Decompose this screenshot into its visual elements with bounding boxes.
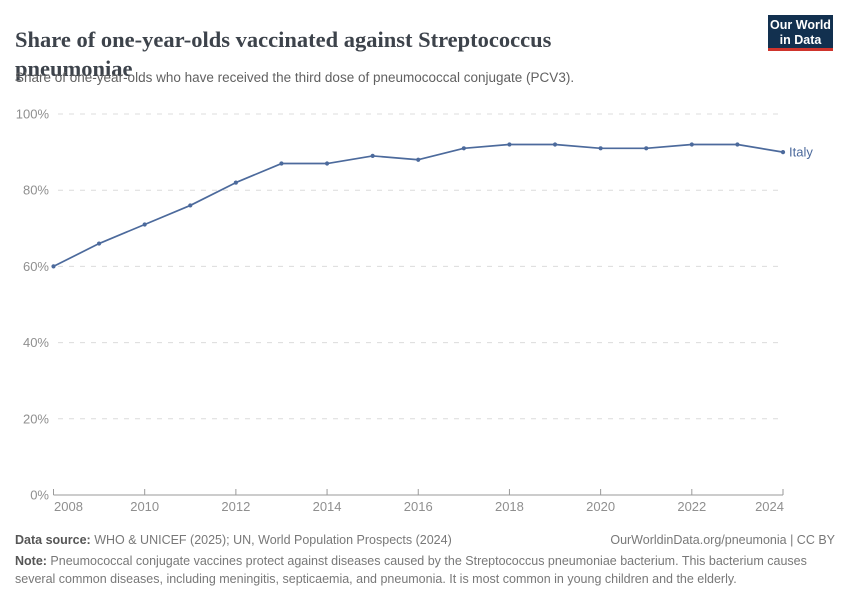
x-tick-label: 2022 <box>677 499 706 514</box>
data-point[interactable] <box>507 142 512 147</box>
data-point[interactable] <box>233 180 238 185</box>
y-tick-label: 80% <box>23 183 49 198</box>
data-point[interactable] <box>552 142 558 147</box>
line-chart: 0% 20% 40% 60% 80% 100% 2008 2010 2012 2014 2016 20… <box>16 107 814 515</box>
data-point[interactable] <box>644 146 649 151</box>
data-point[interactable] <box>735 142 740 147</box>
data-point[interactable] <box>324 161 330 166</box>
owid-logo[interactable]: Our World in Data <box>768 15 833 51</box>
note-value: Pneumococcal conjugate vaccines protect … <box>15 554 807 586</box>
x-tick-label: 2008 <box>54 499 83 514</box>
page-title: Share of one-year-olds vaccinated agains… <box>15 27 552 81</box>
data-point[interactable] <box>142 222 147 227</box>
data-point[interactable] <box>370 153 375 159</box>
y-tick-label: 100% <box>16 107 50 122</box>
series-end-label[interactable]: Italy <box>789 145 813 160</box>
data-point[interactable] <box>461 146 466 151</box>
y-tick-label: 20% <box>23 411 49 426</box>
data-point[interactable] <box>598 146 603 151</box>
y-tick-label: 40% <box>23 335 49 350</box>
owid-logo-line2: in Data <box>779 33 822 48</box>
attribution-link[interactable]: OurWorldinData.org/pneumonia | CC BY <box>610 533 835 547</box>
owid-logo-line1: Our World <box>770 18 831 32</box>
x-tick-label: 2012 <box>221 499 250 514</box>
y-tick-label: 0% <box>30 488 49 503</box>
x-tick-label: 2024 <box>755 499 784 514</box>
x-tick-label: 2010 <box>130 499 159 514</box>
footer-datasource-row: Data source: WHO & UNICEF (2025); UN, Wo… <box>15 533 835 547</box>
data-point[interactable] <box>416 157 421 162</box>
x-tick-label: 2020 <box>586 499 615 514</box>
note-label: Note: <box>15 554 47 568</box>
datasource-label: Data source: <box>15 533 91 547</box>
chart-subtitle: Share of one-year-olds who have received… <box>15 70 575 85</box>
datasource-text: Data source: WHO & UNICEF (2025); UN, Wo… <box>15 533 452 547</box>
y-tick-label: 60% <box>23 259 49 274</box>
data-point[interactable] <box>780 150 786 155</box>
footer-note: Note: Pneumococcal conjugate vaccines pr… <box>15 552 837 588</box>
data-point[interactable] <box>279 161 284 166</box>
data-point[interactable] <box>51 264 56 269</box>
x-tick-label: 2016 <box>404 499 433 514</box>
x-tick-label: 2014 <box>313 499 342 514</box>
data-point[interactable] <box>188 203 193 208</box>
data-line-italy[interactable] <box>53 143 784 268</box>
data-point[interactable] <box>689 142 694 147</box>
x-tick-label: 2018 <box>495 499 524 514</box>
datasource-value: WHO & UNICEF (2025); UN, World Populatio… <box>90 533 452 547</box>
data-point[interactable] <box>96 241 102 246</box>
